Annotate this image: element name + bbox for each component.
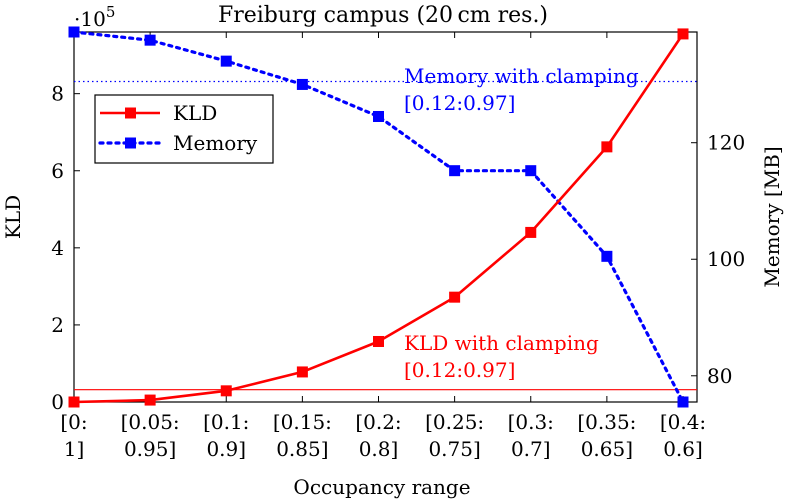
x-tick-label-line: [0: bbox=[60, 410, 87, 434]
x-tick-label-line: 0.6] bbox=[663, 437, 703, 461]
plot-area: [0: 1][0.05: 0.95][0.1: 0.9][0.15: 0.85][0.2… bbox=[51, 26, 745, 461]
x-tick-label-line: 0.8] bbox=[359, 437, 399, 461]
plot-frame bbox=[73, 31, 698, 403]
data-point-kld bbox=[144, 394, 156, 406]
x-tick-label: [0.3: 0.7] bbox=[508, 410, 554, 461]
reference-line-label-line: Memory with clamping bbox=[404, 64, 639, 88]
x-tick-label: [0.2: 0.8] bbox=[355, 410, 401, 461]
legend-box bbox=[94, 94, 274, 164]
x-tick-label-line: [0.3: bbox=[508, 410, 554, 434]
y-right-axis-label: Memory [MB] bbox=[760, 146, 784, 287]
data-point-kld bbox=[525, 226, 537, 238]
data-point-memory bbox=[525, 165, 537, 177]
legend-marker-kld bbox=[125, 107, 136, 119]
y-left-tick-label: 2 bbox=[51, 313, 64, 337]
y-left-tick-label: 4 bbox=[51, 236, 64, 260]
x-tick-label-line: 0.95] bbox=[124, 437, 176, 461]
x-tick-label-line: [0.35: bbox=[577, 410, 636, 434]
data-point-memory bbox=[449, 165, 461, 177]
legend: KLD Memory bbox=[94, 94, 274, 164]
x-tick-label-line: [0.1: bbox=[203, 410, 249, 434]
chart-title: Freiburg campus (20 cm res.) bbox=[218, 3, 548, 28]
data-point-memory bbox=[68, 26, 80, 38]
x-tick-label: [0.15: 0.85] bbox=[273, 410, 332, 461]
reference-line-label-line: [0.12:0.97] bbox=[404, 91, 515, 115]
reference-line-label-line: KLD with clamping bbox=[404, 331, 599, 355]
x-tick-label-line: [0.2: bbox=[355, 410, 401, 434]
x-tick-label: [0.05: 0.95] bbox=[121, 410, 180, 461]
x-tick-label-line: 0.85] bbox=[276, 437, 328, 461]
y-left-tick-label: 6 bbox=[51, 159, 64, 183]
y-right-tick-label: 80 bbox=[707, 364, 732, 388]
legend-label-kld: KLD bbox=[173, 101, 217, 125]
reference-line-label: Memory with clamping [0.12:0.97] bbox=[404, 64, 639, 115]
x-tick-label-line: [0.15: bbox=[273, 410, 332, 434]
x-tick-label: [0.4: 0.6] bbox=[660, 410, 706, 461]
x-tick-label: [0.1: 0.9] bbox=[203, 410, 249, 461]
x-tick-label-line: 0.65] bbox=[581, 437, 633, 461]
x-tick-label: [0.25: 0.75] bbox=[425, 410, 484, 461]
x-tick-label-line: 1] bbox=[64, 437, 85, 461]
data-point-memory bbox=[144, 34, 156, 46]
data-point-memory bbox=[220, 55, 232, 67]
y-left-multiplier: ·105 bbox=[74, 3, 115, 31]
x-tick-label-line: [0.25: bbox=[425, 410, 484, 434]
legend-label-memory: Memory bbox=[173, 131, 258, 155]
x-tick-label: [0.35: 0.65] bbox=[577, 410, 636, 461]
legend-marker-memory bbox=[125, 137, 136, 149]
x-tick-label-line: 0.9] bbox=[206, 437, 246, 461]
data-point-memory bbox=[677, 396, 689, 408]
x-axis-label: Occupancy range bbox=[293, 475, 470, 499]
data-point-kld bbox=[68, 396, 80, 408]
y-right-tick-label: 120 bbox=[707, 131, 745, 155]
reference-line-label-line: [0.12:0.97] bbox=[404, 358, 515, 382]
data-point-memory bbox=[601, 250, 613, 262]
data-point-memory bbox=[373, 110, 384, 122]
y-right-tick-label: 100 bbox=[707, 247, 745, 271]
data-point-kld bbox=[220, 385, 232, 397]
data-point-kld bbox=[601, 141, 613, 153]
x-tick-label-line: 0.7] bbox=[511, 437, 551, 461]
series-line-memory bbox=[72, 30, 685, 404]
y-left-tick-label: 8 bbox=[51, 82, 64, 106]
y-left-axis-label: KLD bbox=[1, 195, 25, 239]
data-point-kld bbox=[296, 366, 308, 378]
data-point-memory bbox=[296, 78, 308, 90]
x-tick-label-line: [0.4: bbox=[660, 410, 706, 434]
reference-line-label: KLD with clamping [0.12:0.97] bbox=[404, 331, 599, 382]
data-point-kld bbox=[677, 28, 689, 40]
data-point-kld bbox=[373, 335, 384, 347]
x-tick-label-line: [0.05: bbox=[121, 410, 180, 434]
data-point-kld bbox=[449, 291, 461, 303]
y-left-tick-label: 0 bbox=[51, 390, 64, 414]
x-tick-label: [0: 1] bbox=[60, 410, 87, 461]
y-left-multiplier-exponent: 5 bbox=[106, 3, 116, 21]
x-tick-label-line: 0.75] bbox=[428, 437, 480, 461]
